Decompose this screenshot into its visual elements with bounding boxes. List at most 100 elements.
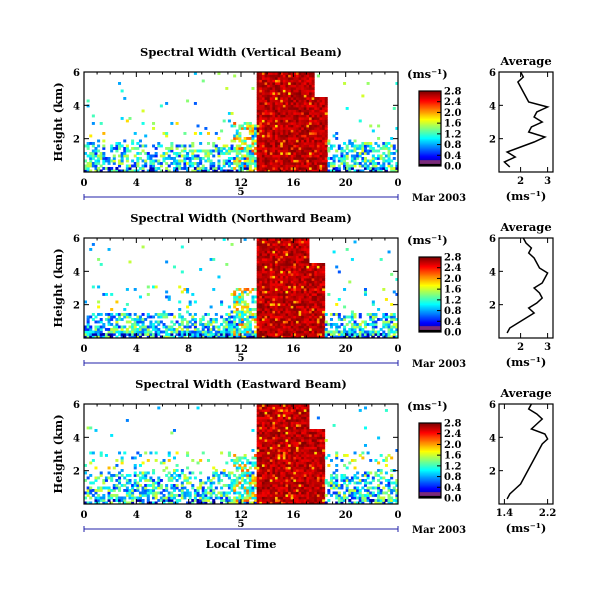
heatmap-cell: [285, 449, 289, 452]
heatmap-cell: [94, 328, 98, 331]
heatmap-cell: [387, 250, 391, 254]
heatmap-cell: [104, 486, 108, 490]
heatmap-cell: [295, 270, 299, 274]
heatmap-cell: [261, 102, 265, 105]
heatmap-cell: [165, 474, 169, 477]
heatmap-cell: [102, 132, 106, 135]
heatmap-cell: [99, 152, 103, 155]
heatmap-cell: [256, 411, 260, 415]
heatmap-cell: [97, 300, 101, 304]
heatmap-cell: [332, 335, 336, 339]
heatmap-cell: [144, 491, 148, 495]
heatmap-cell: [214, 318, 218, 321]
heatmap-cell: [204, 149, 208, 153]
heatmap-cell: [269, 491, 273, 495]
heatmap-cell: [319, 142, 323, 145]
heatmap-cell: [301, 263, 305, 266]
heatmap-cell: [277, 127, 281, 130]
avg-y-tick-label: 2: [489, 301, 496, 312]
heatmap-cell: [288, 79, 292, 83]
heatmap-cell: [125, 479, 129, 482]
heatmap-cell: [157, 476, 161, 480]
heatmap-cell: [227, 313, 231, 316]
heatmap-cell: [275, 77, 279, 80]
heatmap-cell: [319, 293, 323, 296]
heatmap-cell: [303, 137, 307, 140]
heatmap-cell: [293, 104, 297, 108]
heatmap-cell: [285, 127, 289, 130]
heatmap-cell: [295, 295, 299, 299]
heatmap-cell: [280, 464, 284, 467]
heatmap-cell: [382, 159, 386, 163]
heatmap-cell: [377, 308, 381, 311]
heatmap-cell: [290, 295, 294, 299]
heatmap-cell: [251, 313, 255, 316]
heatmap-cell: [280, 454, 284, 457]
heatmap-cell: [125, 154, 129, 158]
heatmap-cell: [390, 137, 394, 140]
heatmap-cell: [285, 486, 289, 490]
heatmap-cell: [288, 268, 292, 271]
heatmap-cell: [233, 459, 237, 462]
heatmap-cell: [309, 79, 313, 83]
heatmap-cell: [306, 149, 310, 153]
heatmap-cell: [377, 333, 381, 336]
heatmap-cell: [377, 137, 381, 140]
heatmap-cell: [243, 313, 247, 316]
heatmap-cell: [248, 167, 252, 170]
heatmap-cell: [191, 459, 195, 462]
heatmap-cell: [275, 481, 279, 485]
heatmap-cell: [350, 323, 354, 326]
heatmap-cell: [112, 154, 116, 158]
heatmap-cell: [343, 142, 347, 145]
heatmap-cell: [167, 494, 171, 497]
heatmap-cell: [358, 154, 362, 158]
heatmap-cell: [193, 489, 197, 492]
heatmap-cell: [272, 137, 276, 140]
heatmap-cell: [261, 238, 265, 241]
colorbar-cell: [419, 92, 441, 94]
heatmap-cell: [314, 283, 318, 286]
heatmap-cell: [261, 107, 265, 110]
heatmap-cell: [319, 102, 323, 105]
heatmap-cell: [282, 77, 286, 80]
heatmap-cell: [282, 484, 286, 487]
heatmap-cell: [264, 293, 268, 296]
heatmap-cell: [128, 325, 132, 329]
heatmap-cell: [243, 454, 247, 457]
heatmap-cell: [259, 99, 263, 103]
heatmap-cell: [128, 320, 132, 324]
heatmap-cell: [243, 496, 247, 500]
heatmap-cell: [136, 152, 140, 155]
heatmap-cell: [133, 484, 137, 487]
heatmap-cell: [254, 139, 258, 143]
heatmap-cell: [256, 501, 260, 505]
heatmap-cell: [277, 149, 281, 153]
heatmap-cell: [288, 481, 292, 485]
heatmap-cell: [246, 325, 250, 329]
heatmap-cell: [282, 444, 286, 447]
heatmap-cell: [107, 333, 111, 336]
heatmap-cell: [288, 484, 292, 487]
heatmap-cell: [272, 97, 276, 100]
heatmap-cell: [267, 421, 271, 425]
heatmap-cell: [306, 87, 310, 90]
heatmap-cell: [243, 456, 247, 460]
heatmap-cell: [288, 159, 292, 163]
heatmap-cell: [311, 114, 315, 118]
heatmap-cell: [280, 409, 284, 412]
heatmap-cell: [316, 278, 320, 281]
heatmap-cell: [222, 169, 226, 173]
heatmap-cell: [112, 486, 116, 490]
heatmap-cell: [288, 288, 292, 291]
heatmap-cell: [259, 278, 263, 281]
heatmap-cell: [275, 499, 279, 502]
heatmap-cell: [335, 325, 339, 329]
heatmap-cell: [238, 476, 242, 480]
colorbar-cell: [419, 152, 441, 154]
heatmap-cell: [123, 501, 127, 505]
heatmap-cell: [369, 142, 373, 145]
heatmap-cell: [243, 330, 247, 334]
heatmap-cell: [269, 429, 273, 432]
heatmap-cell: [306, 243, 310, 246]
